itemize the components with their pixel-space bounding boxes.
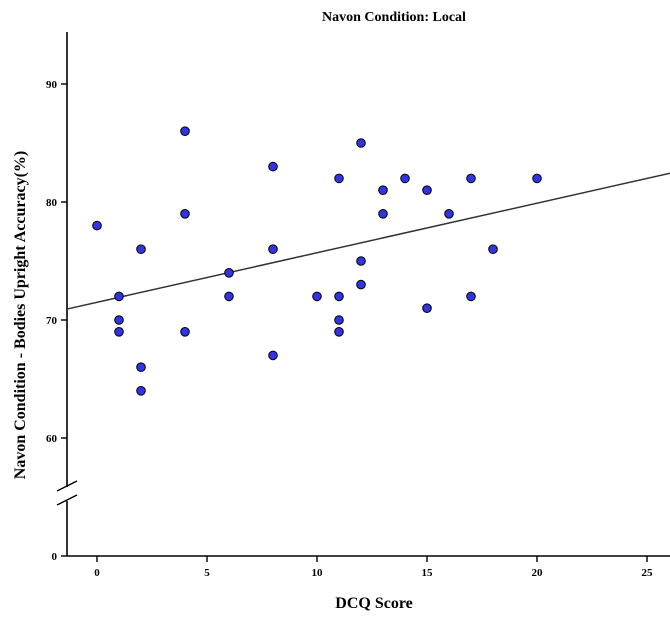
regression-line bbox=[66, 172, 670, 310]
data-point bbox=[422, 303, 432, 314]
data-point bbox=[356, 138, 366, 148]
data-point bbox=[444, 209, 454, 219]
data-point bbox=[136, 362, 146, 373]
data-point bbox=[114, 291, 124, 302]
y-axis-break-mark bbox=[56, 494, 78, 506]
data-point bbox=[224, 268, 234, 278]
x-tick-label: 20 bbox=[532, 567, 544, 579]
data-point bbox=[334, 327, 344, 337]
data-point bbox=[488, 244, 498, 254]
y-axis-label: Navon Condition - Bodies Upright Accurac… bbox=[12, 151, 29, 479]
data-point bbox=[466, 173, 476, 184]
data-point bbox=[532, 173, 542, 184]
data-point bbox=[400, 173, 410, 184]
x-tick-label: 0 bbox=[94, 567, 100, 579]
y-tick-label: 80 bbox=[46, 197, 58, 209]
y-tick-label: 60 bbox=[46, 433, 58, 445]
data-point bbox=[224, 291, 234, 302]
x-tick-label: 15 bbox=[422, 567, 434, 579]
y-tick-label: 0 bbox=[52, 551, 58, 563]
x-tick-label: 25 bbox=[642, 567, 654, 579]
data-point bbox=[334, 291, 344, 302]
y-tick-label: 70 bbox=[46, 315, 58, 327]
data-point bbox=[136, 244, 146, 254]
y-tick-label: 90 bbox=[46, 79, 58, 91]
data-point bbox=[356, 279, 366, 290]
y-axis-break-mark bbox=[56, 480, 78, 492]
data-point bbox=[136, 386, 146, 396]
data-point bbox=[180, 327, 190, 337]
fit-line-layer bbox=[66, 172, 670, 310]
data-point bbox=[356, 256, 366, 266]
data-point bbox=[422, 185, 432, 195]
data-point bbox=[334, 315, 344, 325]
data-point bbox=[180, 126, 190, 136]
data-point bbox=[92, 220, 102, 231]
data-point bbox=[114, 327, 124, 337]
data-point bbox=[180, 209, 190, 219]
data-point bbox=[268, 350, 278, 361]
data-point bbox=[268, 161, 278, 172]
chart-title: Navon Condition: Local bbox=[322, 10, 466, 25]
data-point bbox=[268, 244, 278, 254]
data-point bbox=[378, 209, 388, 219]
x-tick-label: 5 bbox=[204, 567, 210, 579]
x-tick-label: 10 bbox=[312, 567, 324, 579]
data-point bbox=[312, 291, 322, 302]
x-axis-label: DCQ Score bbox=[335, 595, 412, 612]
points-layer bbox=[92, 126, 542, 396]
data-point bbox=[334, 173, 344, 184]
data-point bbox=[114, 315, 124, 325]
data-point bbox=[378, 185, 388, 195]
axes: 90 80 70 60 0 0 5 10 15 20 25 bbox=[46, 32, 670, 579]
data-point bbox=[466, 291, 476, 302]
